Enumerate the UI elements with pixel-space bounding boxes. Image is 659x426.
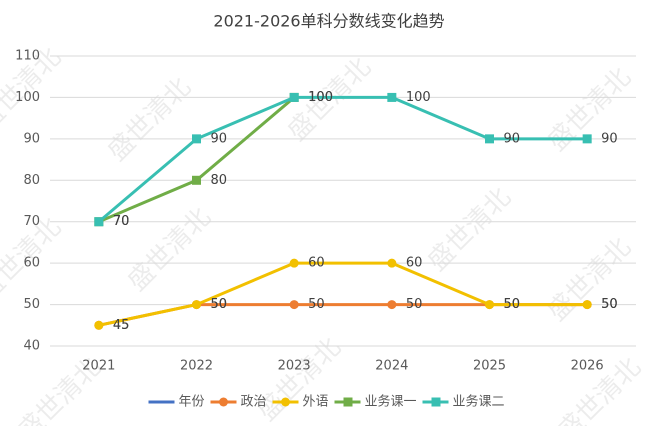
x-tick-label: 2021 (82, 359, 115, 374)
marker (192, 175, 201, 185)
watermark: 盛世清北 (122, 202, 217, 297)
legend-label: 业务课二 (453, 394, 505, 410)
x-tick-label: 2022 (180, 359, 213, 374)
data-label: 80 (211, 173, 228, 188)
y-tick-label: 90 (23, 131, 40, 146)
series-line (98, 261, 588, 327)
marker (387, 92, 397, 102)
marker (387, 300, 397, 310)
marker (387, 258, 397, 268)
marker (94, 320, 104, 330)
data-label: 50 (211, 297, 228, 312)
data-label: 50 (211, 297, 228, 312)
data-label: 70 (113, 214, 130, 229)
data-label: 90 (211, 131, 228, 146)
y-tick-label: 100 (15, 90, 40, 105)
legend-marker (343, 397, 353, 407)
marker (485, 300, 494, 310)
marker (192, 300, 201, 310)
marker (289, 258, 299, 268)
x-tick-label: 2023 (278, 359, 311, 374)
chart-title: 2021-2026单科分数线变化趋势 (213, 12, 444, 31)
legend-label: 业务课一 (365, 394, 417, 410)
legend-label: 年份 (179, 395, 205, 410)
legend-label: 外语 (303, 395, 329, 410)
legend-marker (431, 397, 441, 407)
series-line (97, 95, 588, 223)
data-label: 50 (308, 297, 325, 312)
marker (289, 92, 299, 102)
legend-marker (281, 397, 290, 407)
data-label: 90 (504, 131, 521, 146)
y-tick-label: 40 (23, 339, 40, 354)
marker (582, 300, 592, 310)
x-tick-label: 2026 (571, 359, 604, 374)
x-tick-label: 2024 (375, 359, 408, 374)
data-label: 100 (308, 90, 333, 105)
marker (485, 134, 494, 144)
data-label: 60 (406, 256, 423, 271)
y-tick-label: 50 (23, 297, 40, 312)
watermark: 盛世清北 (542, 232, 637, 327)
marker (289, 300, 299, 310)
data-label: 50 (601, 297, 618, 312)
data-label: 50 (601, 297, 618, 312)
data-label: 100 (406, 90, 431, 105)
data-label: 60 (308, 256, 325, 271)
y-tick-label: 110 (15, 49, 40, 64)
data-label: 90 (601, 131, 618, 146)
y-tick-label: 70 (23, 214, 40, 229)
data-label: 50 (406, 297, 423, 312)
x-tick-label: 2025 (473, 359, 506, 374)
legend-label: 政治 (241, 395, 267, 410)
watermark: 盛世清北 (102, 72, 197, 167)
marker (582, 134, 592, 144)
y-tick-label: 60 (23, 256, 40, 271)
y-tick-label: 80 (23, 173, 40, 188)
legend-marker (219, 397, 228, 407)
data-label: 50 (504, 297, 521, 312)
data-label: 45 (113, 318, 130, 333)
data-label: 70 (113, 214, 130, 229)
marker (94, 217, 104, 227)
marker (192, 134, 201, 144)
